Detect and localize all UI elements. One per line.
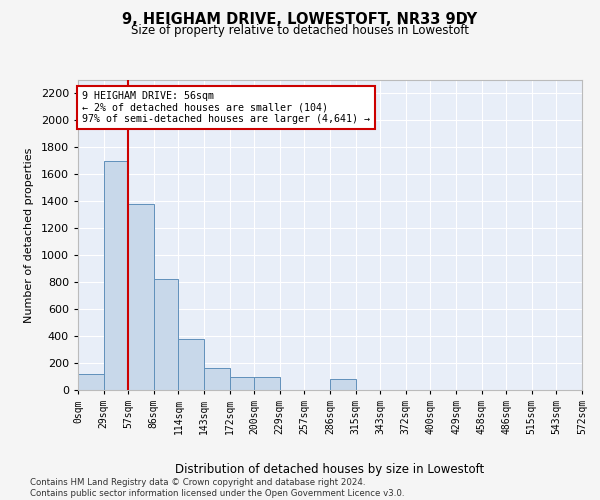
Bar [104,161,128,390]
Bar [78,374,104,390]
Bar [178,339,204,390]
Bar [330,379,356,390]
Y-axis label: Number of detached properties: Number of detached properties [24,148,34,322]
Text: Size of property relative to detached houses in Lowestoft: Size of property relative to detached ho… [131,24,469,37]
Bar [154,280,178,390]
Text: Distribution of detached houses by size in Lowestoft: Distribution of detached houses by size … [175,462,485,475]
Text: 9 HEIGHAM DRIVE: 56sqm
← 2% of detached houses are smaller (104)
97% of semi-det: 9 HEIGHAM DRIVE: 56sqm ← 2% of detached … [82,91,370,124]
Bar [230,376,254,390]
Bar [254,376,280,390]
Text: Contains HM Land Registry data © Crown copyright and database right 2024.
Contai: Contains HM Land Registry data © Crown c… [30,478,404,498]
Text: 9, HEIGHAM DRIVE, LOWESTOFT, NR33 9DY: 9, HEIGHAM DRIVE, LOWESTOFT, NR33 9DY [122,12,478,28]
Bar [128,204,154,390]
Bar [204,368,230,390]
